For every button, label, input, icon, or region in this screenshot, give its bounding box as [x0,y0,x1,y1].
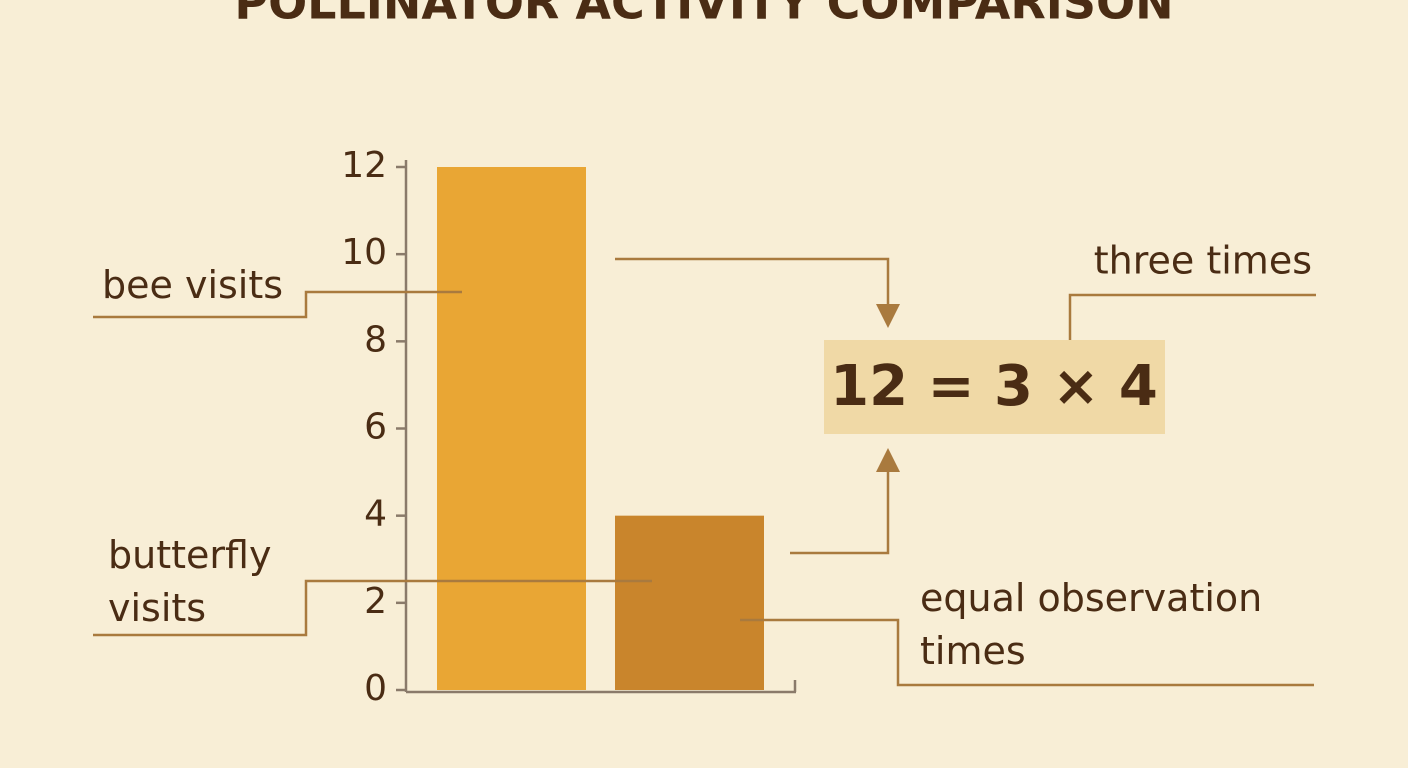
times-callout [1068,293,1316,352]
arrow-line [615,257,890,312]
bar [615,515,764,690]
y-tick-label: 2 [364,581,387,622]
chart-title: POLLINATOR ACTIVITY COMPARISON [234,0,1173,30]
equal-callout [740,618,1314,687]
y-tick-label: 10 [341,232,387,273]
y-tick-label: 12 [341,145,387,186]
y-tick-label: 6 [364,407,387,448]
butterfly-callout [93,579,652,637]
y-tick-label: 8 [364,319,387,360]
y-tick-label: 0 [364,668,387,709]
equation: 12 = 3 × 4 [830,354,1158,419]
y-tick-label: 4 [364,494,387,535]
arrow-head [876,448,900,472]
annotation: three times [1094,239,1312,283]
bar [437,167,586,690]
equation-box [824,340,1165,434]
arrow-head [876,304,900,328]
category-label: bee visits [102,263,284,307]
category-label: butterfly visits [108,533,272,630]
annotation: equal observation times [920,576,1263,673]
arrow-line [790,465,890,555]
connectors [93,257,1316,687]
bee-callout [93,290,462,319]
